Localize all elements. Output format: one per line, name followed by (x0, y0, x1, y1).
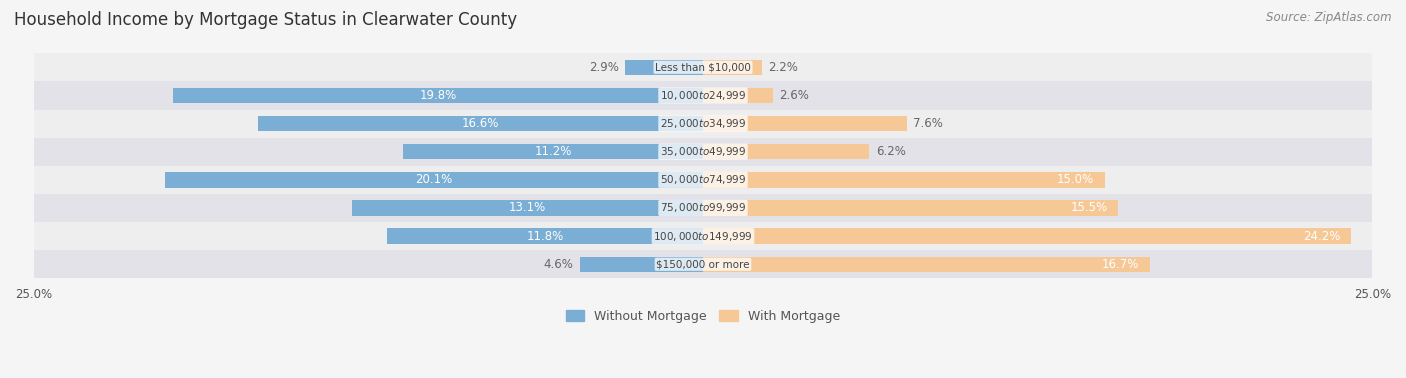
Bar (173, 88, 703, 103)
Bar (34, 53, 1372, 81)
Bar (579, 257, 703, 272)
Bar (34, 222, 1372, 250)
Bar (703, 88, 773, 103)
Bar (34, 110, 1372, 138)
Text: 2.2%: 2.2% (769, 61, 799, 74)
Text: Household Income by Mortgage Status in Clearwater County: Household Income by Mortgage Status in C… (14, 11, 517, 29)
Text: Source: ZipAtlas.com: Source: ZipAtlas.com (1267, 11, 1392, 24)
Bar (703, 60, 762, 75)
Text: $150,000 or more: $150,000 or more (657, 259, 749, 269)
Text: 2.6%: 2.6% (779, 89, 810, 102)
Bar (387, 228, 703, 244)
Text: $25,000 to $34,999: $25,000 to $34,999 (659, 117, 747, 130)
Text: $75,000 to $99,999: $75,000 to $99,999 (659, 201, 747, 214)
Text: 20.1%: 20.1% (415, 174, 453, 186)
Text: 16.7%: 16.7% (1102, 258, 1139, 271)
Legend: Without Mortgage, With Mortgage: Without Mortgage, With Mortgage (561, 305, 845, 328)
Text: $10,000 to $24,999: $10,000 to $24,999 (659, 89, 747, 102)
Bar (34, 250, 1372, 278)
Bar (34, 81, 1372, 110)
Bar (703, 257, 1150, 272)
Bar (703, 228, 1351, 244)
Text: 4.6%: 4.6% (543, 258, 574, 271)
Bar (404, 144, 703, 160)
Text: 11.8%: 11.8% (526, 229, 564, 243)
Text: $50,000 to $74,999: $50,000 to $74,999 (659, 174, 747, 186)
Text: 13.1%: 13.1% (509, 201, 547, 214)
Text: 11.2%: 11.2% (534, 145, 572, 158)
Text: 2.9%: 2.9% (589, 61, 619, 74)
Text: 15.0%: 15.0% (1057, 174, 1094, 186)
Text: 15.5%: 15.5% (1070, 201, 1108, 214)
Text: 6.2%: 6.2% (876, 145, 905, 158)
Bar (353, 200, 703, 216)
Bar (34, 166, 1372, 194)
Text: 24.2%: 24.2% (1303, 229, 1340, 243)
Bar (703, 172, 1105, 187)
Text: $35,000 to $49,999: $35,000 to $49,999 (659, 145, 747, 158)
Text: 16.6%: 16.6% (463, 117, 499, 130)
Bar (259, 116, 703, 131)
Text: Less than $10,000: Less than $10,000 (655, 62, 751, 72)
Bar (34, 194, 1372, 222)
Bar (703, 200, 1118, 216)
Text: $100,000 to $149,999: $100,000 to $149,999 (654, 229, 752, 243)
Bar (703, 116, 907, 131)
Text: 7.6%: 7.6% (914, 117, 943, 130)
Bar (703, 144, 869, 160)
Text: 19.8%: 19.8% (419, 89, 457, 102)
Bar (34, 138, 1372, 166)
Bar (165, 172, 703, 187)
Bar (626, 60, 703, 75)
